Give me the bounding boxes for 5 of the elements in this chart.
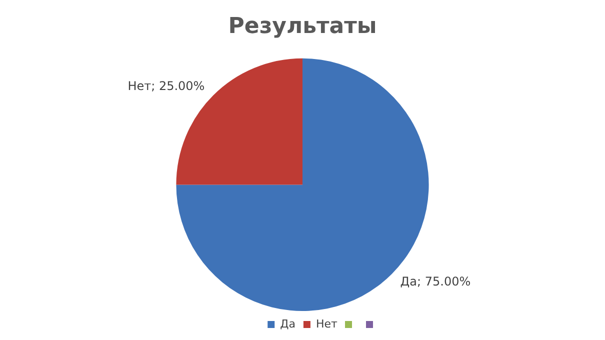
legend-label: Нет [316,317,338,330]
chart-title: Результаты [228,14,377,39]
legend-label: Да [280,317,296,330]
data-label: Да; 75.00% [400,274,471,289]
data-label: Нет; 25.00% [128,79,205,94]
